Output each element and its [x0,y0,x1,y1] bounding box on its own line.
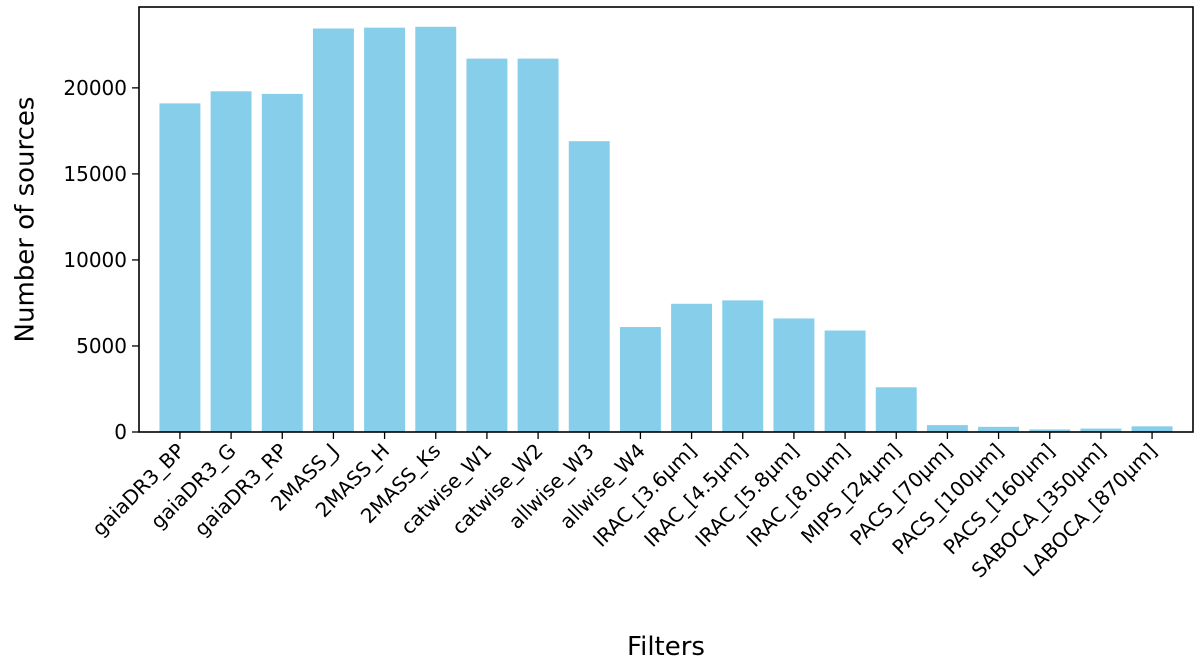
bar-7 [517,58,559,432]
bar-14 [875,387,917,432]
y-axis-title: Number of sources [11,97,41,343]
bar-18 [1080,428,1122,432]
bar-9 [619,327,661,432]
x-axis-ticks: gaiaDR3_BPgaiaDR3_GgaiaDR3_RP2MASS_J2MAS… [87,432,1162,582]
bar-12 [773,318,815,432]
bar-17 [1029,429,1071,432]
bar-4 [364,27,406,433]
y-tick-label-0: 0 [114,420,127,444]
y-tick-label-4: 20000 [63,76,127,100]
x-axis-title: Filters [627,632,705,662]
bars-group [159,26,1173,433]
bar-1 [210,91,252,432]
bar-16 [978,426,1020,432]
bar-3 [312,28,354,433]
bar-0 [159,103,201,433]
y-tick-label-3: 15000 [63,162,127,186]
bar-13 [824,330,866,432]
bar-19 [1131,426,1173,432]
bar-2 [261,93,303,433]
y-tick-label-1: 5000 [76,334,127,358]
bar-11 [722,300,764,432]
plot-area-frame [138,6,1194,433]
bar-8 [568,141,610,433]
y-axis-ticks: 0 5000 10000 15000 20000 [63,76,139,444]
bar-15 [926,425,968,432]
y-tick-label-2: 10000 [63,248,127,272]
bar-5 [415,26,457,433]
bar-6 [466,58,508,432]
bar-10 [671,303,713,432]
